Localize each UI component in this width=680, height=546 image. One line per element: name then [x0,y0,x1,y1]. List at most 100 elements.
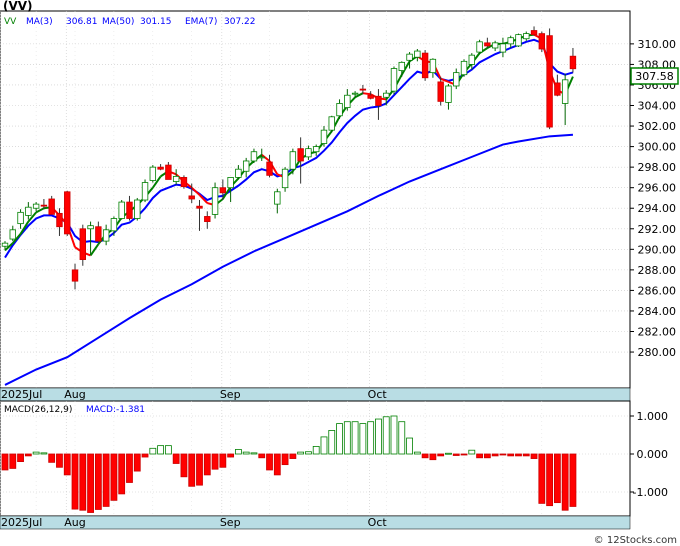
svg-text:MACD(26,12,9) MACD:-1.381: MACD(26,12,9) MACD:-1.381 [4,405,145,415]
candle [266,154,273,178]
macd-bar [406,437,413,455]
candle-body [437,81,444,102]
macd-bar [180,453,188,478]
macd-bar [421,453,429,459]
macd-bar [102,453,110,507]
candle-body [1,242,9,247]
candle [468,53,475,70]
ma3-segment [198,194,209,204]
legend-ema7-value: 307.22 [224,17,256,27]
candle-body [235,168,242,178]
macd-tick-label: 0.000 [637,448,669,461]
candle-body [219,187,227,194]
candle [523,31,530,41]
macd-bar [242,451,250,455]
ma3-segment [261,154,271,162]
candle-body [336,103,343,117]
macd-bar [382,416,390,455]
candle-body [289,151,297,170]
price-panel-frame [0,10,631,389]
macd-bar [110,453,118,501]
site-credit: © 12Stocks.com [594,535,677,546]
macd-bar [429,453,437,461]
candle-body [445,85,452,103]
macd-bar [9,453,17,469]
candle-body [484,42,491,47]
candle [180,175,188,189]
candle-body [460,60,468,76]
macd-bar [118,453,126,495]
month-label: Sep [220,516,241,529]
macd-bar [164,445,172,455]
candle [172,169,180,185]
candle [64,190,71,236]
macd-bar [17,453,24,462]
candle-body [102,229,110,242]
candle-body [421,52,429,79]
candle [561,73,569,126]
ma3-segment [35,207,45,214]
price-tick-label: 296.00 [638,182,677,195]
candle [48,195,55,215]
candle [102,224,110,246]
ma3-segment [89,243,100,257]
svg-text:VV MA(3) 306.81 MA: VV MA(3) 306.81 MA(50) 301.15 EMA(7) 307… [4,17,256,27]
macd-bar [188,453,196,487]
candle-body [344,94,351,108]
candle-body [530,30,538,36]
candle [491,40,499,52]
macd-bar [499,453,507,456]
month-label: Aug [64,388,85,401]
macd-tick-label: 1.000 [637,410,669,423]
macd-bar [126,453,133,483]
candle-body [351,92,359,95]
candle-body [546,35,553,128]
macd-bar [56,453,63,468]
macd-bar [40,452,48,455]
macd-legend-value: MACD:-1.381 [86,405,145,415]
candle [9,225,16,242]
candle [157,164,164,171]
price-gridlines [0,43,630,353]
candle [242,157,250,178]
candle-body [499,43,507,53]
macd-bar [437,453,445,457]
candle [211,182,219,219]
candle-body [25,206,32,216]
macd-bar [320,436,328,455]
macd-bar [468,449,476,455]
macd-bar [133,453,141,472]
candle-body [359,88,367,91]
macd-bar [141,453,149,458]
candle-body [491,42,499,49]
macd-bar [172,453,180,464]
candle [79,224,86,266]
candle [569,47,577,73]
price-tick-label: 300.00 [638,141,677,154]
candle [515,33,522,47]
macd-bar [561,453,569,511]
candle [258,148,265,161]
candle-body [64,191,71,235]
macd-bar [196,453,203,486]
candle-body [95,226,102,242]
macd-bar [460,453,468,456]
candle [507,35,514,48]
price-tick-label: 286.00 [638,284,677,297]
ma3-segment [27,211,37,223]
candle [17,209,24,229]
date-axis-bar [0,387,631,402]
current-price-box [630,67,679,85]
candle-body [87,225,94,230]
month-label: Oct [368,388,388,401]
ma3-segment [440,77,449,83]
price-tick-label: 284.00 [638,305,677,318]
macd-bar [305,451,312,455]
macd-bar [234,449,242,455]
candle-body [538,33,546,50]
macd-bar [367,421,375,455]
macd-bar [336,423,343,455]
candle-body [9,229,16,240]
candle [141,179,149,203]
macd-bar [343,421,351,455]
